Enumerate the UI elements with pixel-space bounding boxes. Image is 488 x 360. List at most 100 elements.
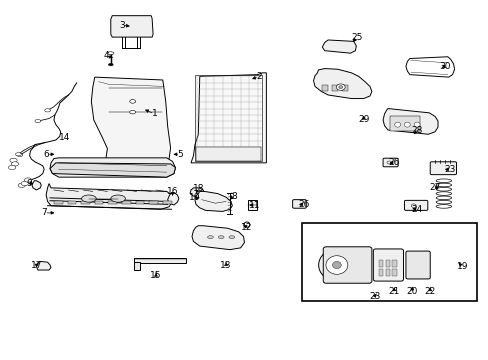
- Text: 26: 26: [388, 158, 399, 167]
- Text: 26: 26: [298, 200, 309, 209]
- FancyBboxPatch shape: [404, 201, 427, 210]
- Bar: [195, 75, 261, 161]
- Bar: [67, 201, 76, 204]
- Ellipse shape: [8, 165, 16, 170]
- Ellipse shape: [332, 261, 341, 269]
- Ellipse shape: [16, 153, 21, 156]
- Text: 27: 27: [428, 183, 440, 192]
- Ellipse shape: [404, 122, 409, 127]
- Polygon shape: [191, 73, 266, 163]
- Polygon shape: [111, 16, 153, 37]
- FancyBboxPatch shape: [429, 162, 456, 175]
- Ellipse shape: [24, 178, 32, 182]
- Text: 11: 11: [248, 201, 260, 210]
- Ellipse shape: [108, 63, 113, 66]
- Ellipse shape: [218, 236, 224, 239]
- Ellipse shape: [18, 183, 25, 188]
- Text: 30: 30: [438, 62, 449, 71]
- Text: 10: 10: [189, 193, 200, 202]
- FancyBboxPatch shape: [405, 251, 429, 279]
- Text: 24: 24: [410, 205, 422, 214]
- Bar: [391, 260, 396, 267]
- Text: 3: 3: [119, 21, 124, 30]
- Text: 2: 2: [256, 72, 262, 81]
- Bar: [196, 147, 260, 161]
- Bar: [341, 85, 347, 91]
- Polygon shape: [91, 77, 170, 163]
- Bar: [378, 269, 382, 276]
- Text: 28: 28: [410, 126, 422, 135]
- Ellipse shape: [410, 204, 415, 207]
- Ellipse shape: [129, 111, 135, 114]
- Text: 5: 5: [177, 150, 183, 159]
- Text: 25: 25: [351, 33, 362, 42]
- Bar: [378, 260, 382, 267]
- Bar: [163, 201, 171, 204]
- Bar: [133, 262, 140, 270]
- Text: 22: 22: [424, 287, 435, 296]
- Polygon shape: [50, 163, 175, 177]
- Bar: [54, 201, 62, 204]
- Text: 6: 6: [43, 150, 49, 159]
- Bar: [108, 201, 117, 204]
- Polygon shape: [167, 193, 179, 205]
- Ellipse shape: [386, 161, 391, 164]
- Bar: [149, 201, 158, 204]
- Bar: [385, 260, 389, 267]
- Ellipse shape: [228, 236, 234, 239]
- Bar: [391, 269, 396, 276]
- Bar: [248, 200, 257, 210]
- Ellipse shape: [394, 122, 400, 127]
- Ellipse shape: [81, 195, 96, 202]
- Text: 8: 8: [230, 192, 236, 201]
- Polygon shape: [36, 261, 51, 270]
- Polygon shape: [192, 226, 244, 249]
- FancyBboxPatch shape: [323, 247, 371, 283]
- Text: 16: 16: [166, 187, 178, 196]
- Polygon shape: [313, 68, 371, 99]
- Ellipse shape: [11, 162, 19, 166]
- Ellipse shape: [336, 84, 345, 90]
- Text: 17: 17: [31, 261, 42, 270]
- Polygon shape: [382, 109, 437, 134]
- Bar: [135, 201, 144, 204]
- Bar: [301, 223, 476, 301]
- Bar: [385, 269, 389, 276]
- Text: 4: 4: [103, 51, 108, 60]
- Text: 21: 21: [388, 287, 399, 296]
- Bar: [122, 201, 130, 204]
- Text: 15: 15: [150, 271, 162, 280]
- Bar: [95, 201, 103, 204]
- Ellipse shape: [413, 122, 419, 127]
- Text: 9: 9: [26, 179, 32, 188]
- Polygon shape: [322, 40, 356, 53]
- Text: 23: 23: [443, 165, 454, 174]
- Ellipse shape: [35, 120, 41, 123]
- Text: 18: 18: [192, 184, 203, 193]
- Bar: [81, 201, 90, 204]
- Polygon shape: [190, 188, 204, 196]
- Polygon shape: [195, 192, 232, 211]
- Polygon shape: [32, 181, 41, 190]
- Text: 1: 1: [151, 109, 157, 118]
- Bar: [133, 257, 186, 263]
- Text: 12: 12: [241, 222, 252, 231]
- FancyBboxPatch shape: [372, 249, 403, 281]
- Text: 14: 14: [59, 133, 70, 142]
- Text: 13: 13: [220, 261, 231, 270]
- Ellipse shape: [207, 236, 213, 239]
- Ellipse shape: [318, 249, 354, 281]
- Ellipse shape: [107, 52, 114, 55]
- Ellipse shape: [244, 222, 249, 227]
- Text: 19: 19: [456, 262, 467, 271]
- Ellipse shape: [17, 153, 23, 157]
- Text: 7: 7: [41, 208, 47, 217]
- FancyBboxPatch shape: [292, 200, 305, 208]
- Polygon shape: [50, 158, 175, 177]
- Bar: [322, 85, 327, 91]
- Ellipse shape: [44, 109, 50, 112]
- Ellipse shape: [111, 195, 125, 202]
- Ellipse shape: [129, 100, 135, 103]
- Ellipse shape: [21, 181, 28, 186]
- Ellipse shape: [325, 256, 347, 274]
